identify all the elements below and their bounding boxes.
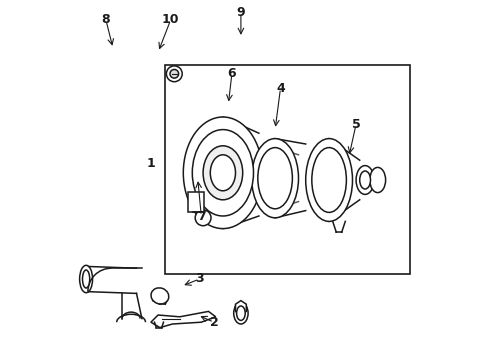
Text: 8: 8	[102, 13, 110, 26]
Ellipse shape	[192, 130, 253, 216]
Text: 7: 7	[197, 210, 205, 222]
Ellipse shape	[183, 117, 262, 229]
Bar	[165, 65, 409, 274]
Ellipse shape	[210, 155, 235, 191]
Text: 3: 3	[195, 273, 203, 285]
Ellipse shape	[195, 210, 211, 226]
Text: 5: 5	[351, 118, 360, 131]
Ellipse shape	[359, 171, 370, 189]
Text: 9: 9	[236, 6, 244, 19]
Polygon shape	[235, 301, 246, 315]
Ellipse shape	[82, 270, 89, 288]
Ellipse shape	[203, 146, 242, 200]
Ellipse shape	[233, 302, 247, 324]
Text: 2: 2	[209, 316, 218, 329]
Ellipse shape	[80, 265, 92, 293]
Ellipse shape	[166, 66, 182, 82]
Text: 4: 4	[276, 82, 285, 95]
Ellipse shape	[311, 148, 346, 212]
Text: 6: 6	[227, 67, 236, 80]
Text: 1: 1	[146, 157, 155, 170]
Text: 10: 10	[162, 13, 179, 26]
Polygon shape	[151, 311, 215, 328]
Ellipse shape	[170, 69, 178, 78]
Ellipse shape	[236, 306, 244, 320]
Ellipse shape	[251, 139, 298, 218]
Bar	[187, 192, 203, 212]
Ellipse shape	[305, 139, 352, 221]
Ellipse shape	[355, 166, 373, 194]
Ellipse shape	[151, 288, 168, 304]
Ellipse shape	[257, 148, 292, 209]
Ellipse shape	[369, 167, 385, 193]
